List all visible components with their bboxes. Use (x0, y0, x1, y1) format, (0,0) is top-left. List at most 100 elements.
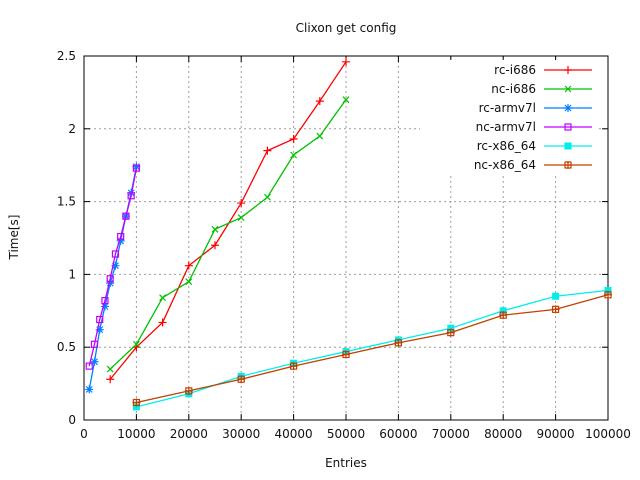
legend-label: rc-x86_64 (477, 139, 536, 153)
legend-sample-marker (564, 142, 572, 150)
data-point-marker (316, 132, 324, 140)
data-point-marker (211, 225, 219, 233)
data-point-marker (100, 302, 109, 311)
legend-item-nc-armv7l: nc-armv7l (476, 120, 592, 134)
x-tick-label: 100000 (585, 427, 631, 441)
legend-label: nc-i686 (491, 82, 536, 96)
series-line-nc-i686 (109, 99, 347, 370)
legend-item-nc-x86_64: nc-x86_64 (474, 158, 592, 172)
data-point-marker (101, 297, 109, 305)
x-tick-label: 10000 (117, 427, 155, 441)
data-point-marker (106, 279, 115, 288)
data-point-marker (85, 362, 93, 370)
series-nc-x86_64 (132, 290, 612, 407)
data-point-marker (499, 307, 507, 315)
legend-item-rc-x86_64: rc-x86_64 (477, 139, 592, 153)
legend-label: nc-armv7l (476, 120, 536, 134)
data-point-marker (111, 261, 120, 270)
data-point-marker (604, 286, 612, 294)
series-nc-i686 (106, 96, 350, 373)
data-point-marker (446, 328, 455, 337)
legend-sample-marker (564, 104, 572, 112)
data-point-marker (106, 365, 114, 373)
data-point-marker (263, 146, 272, 155)
data-point-marker (211, 241, 219, 250)
data-point-marker (158, 318, 167, 327)
legend-label: rc-armv7l (479, 101, 536, 115)
legend-sample-marker (564, 85, 572, 93)
x-tick-label: 40000 (275, 427, 313, 441)
y-tick-label: 2 (68, 122, 76, 136)
data-point-marker (132, 164, 140, 172)
data-point-marker (85, 385, 94, 394)
data-point-marker (184, 386, 193, 395)
data-point-marker (95, 325, 104, 334)
legend-label: nc-x86_64 (474, 158, 536, 172)
data-point-marker (263, 193, 271, 201)
legend-sample-marker (564, 66, 572, 74)
data-point-marker (122, 212, 130, 220)
data-point-marker (315, 97, 324, 106)
data-point-marker (90, 357, 99, 366)
data-point-marker (132, 340, 140, 348)
y-tick-label: 1 (68, 267, 76, 281)
legend-item-nc-i686: nc-i686 (491, 82, 592, 96)
legend-sample-marker (564, 161, 572, 169)
data-point-marker (551, 305, 560, 314)
y-tick-label: 1.5 (57, 195, 76, 209)
data-point-marker (106, 375, 115, 384)
series-line-rc-i686 (109, 61, 347, 380)
data-point-marker (237, 214, 245, 222)
legend-sample-marker (564, 123, 572, 131)
data-point-marker (552, 292, 560, 300)
legend-background (420, 60, 598, 173)
data-point-marker (604, 290, 612, 299)
data-point-marker (394, 338, 403, 347)
data-point-marker (289, 362, 298, 371)
legend-item-rc-i686: rc-i686 (494, 63, 592, 77)
data-point-marker (106, 275, 114, 283)
data-point-marker (290, 151, 298, 159)
data-point-marker (116, 236, 125, 245)
x-tick-label: 30000 (222, 427, 260, 441)
data-point-marker (342, 57, 350, 66)
legend-item-rc-armv7l: rc-armv7l (479, 101, 592, 115)
y-tick-label: 0 (68, 413, 76, 427)
data-point-marker (289, 134, 298, 143)
data-point-marker (342, 350, 350, 359)
x-tick-label: 90000 (537, 427, 575, 441)
x-axis-label: Entries (325, 456, 367, 470)
data-point-marker (185, 278, 193, 286)
x-tick-label: 70000 (432, 427, 470, 441)
x-tick-label: 50000 (327, 427, 365, 441)
data-point-marker (117, 232, 125, 241)
legend-label: rc-i686 (494, 63, 536, 77)
series-line-nc-armv7l (88, 167, 138, 367)
y-tick-label: 0.5 (57, 340, 76, 354)
series-rc-i686 (106, 57, 350, 384)
data-point-marker (132, 162, 141, 171)
legend: rc-i686 nc-i686 rc-armv7l nc-armv7l rc-x86_6… (420, 60, 598, 173)
data-point-marker (96, 315, 104, 324)
series-nc-armv7l (85, 164, 140, 370)
data-point-marker (184, 261, 193, 270)
x-tick-label: 20000 (170, 427, 208, 441)
data-point-marker (499, 311, 508, 320)
data-point-marker (132, 403, 140, 411)
data-point-marker (111, 250, 120, 258)
data-point-marker (237, 375, 246, 384)
data-point-marker (90, 340, 99, 348)
chart-title: Clixon get config (295, 21, 397, 35)
data-point-marker (447, 324, 455, 332)
data-point-marker (159, 294, 167, 302)
data-point-marker (132, 398, 141, 407)
data-point-marker (127, 192, 135, 200)
series-line-nc-x86_64 (136, 294, 609, 404)
x-tick-label: 60000 (379, 427, 417, 441)
x-tick-label: 0 (80, 427, 88, 441)
y-tick-label: 2.5 (57, 49, 76, 63)
data-point-marker (342, 96, 350, 104)
x-tick-label: 80000 (484, 427, 522, 441)
